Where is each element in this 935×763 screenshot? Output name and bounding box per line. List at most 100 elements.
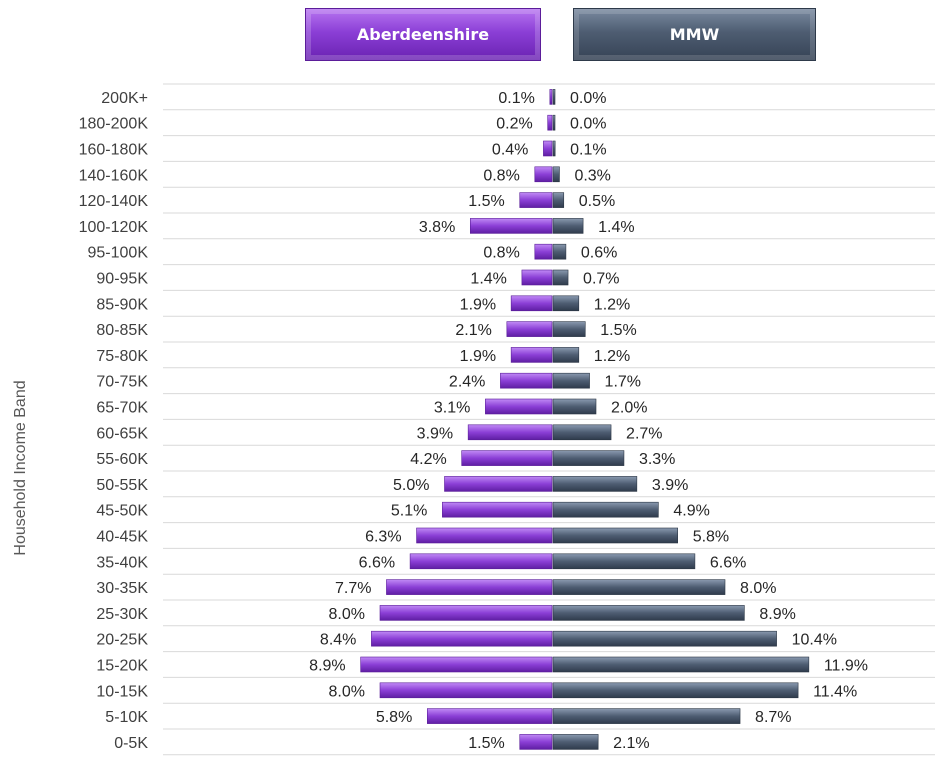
data-label-mmw: 8.9% [759, 606, 795, 623]
legend-aberdeenshire: Aberdeenshire [305, 8, 541, 61]
data-label-aberdeenshire: 5.1% [391, 503, 427, 520]
data-label-aberdeenshire: 1.9% [460, 296, 496, 313]
data-label-aberdeenshire: 5.8% [376, 709, 412, 726]
bar-mmw [552, 708, 741, 724]
bar-mmw [552, 218, 584, 234]
category-label: 5-10K [105, 709, 148, 726]
bar-mmw [552, 140, 556, 157]
data-label-mmw: 3.9% [652, 477, 688, 494]
category-label: 95-100K [88, 245, 149, 262]
bar-mmw [552, 269, 569, 286]
bar-mmw [552, 682, 799, 699]
data-label-mmw: 0.0% [570, 116, 606, 133]
bar-aberdeenshire [442, 501, 553, 518]
bar-aberdeenshire [444, 476, 553, 492]
category-label: 15-20K [96, 658, 148, 675]
data-label-aberdeenshire: 2.4% [449, 374, 485, 391]
data-label-mmw: 4.9% [673, 503, 709, 520]
category-label: 20-25K [96, 632, 148, 649]
bar-mmw [552, 89, 556, 105]
data-label-mmw: 0.5% [579, 193, 615, 210]
data-label-mmw: 1.4% [598, 219, 634, 236]
category-label: 200K+ [101, 90, 148, 107]
data-label-mmw: 0.3% [574, 167, 610, 184]
data-label-mmw: 3.3% [639, 451, 675, 468]
data-label-mmw: 0.1% [570, 142, 606, 159]
bar-mmw [552, 527, 678, 544]
data-label-mmw: 8.7% [755, 709, 791, 726]
data-label-aberdeenshire: 3.1% [434, 400, 470, 417]
bar-aberdeenshire [379, 605, 553, 621]
data-label-mmw: 11.9% [824, 658, 868, 675]
category-label: 90-95K [96, 271, 148, 288]
data-label-aberdeenshire: 7.7% [335, 580, 371, 597]
bar-aberdeenshire [534, 243, 553, 260]
bar-aberdeenshire [467, 424, 553, 441]
data-label-mmw: 2.7% [626, 425, 662, 442]
data-label-mmw: 1.2% [594, 348, 630, 365]
bar-aberdeenshire [519, 734, 553, 750]
data-label-aberdeenshire: 8.0% [329, 683, 365, 700]
bar-aberdeenshire [521, 269, 553, 286]
category-label: 120-140K [79, 193, 149, 210]
data-label-aberdeenshire: 1.5% [468, 193, 504, 210]
data-label-mmw: 0.7% [583, 271, 619, 288]
bar-aberdeenshire [360, 656, 553, 673]
data-label-mmw: 0.0% [570, 90, 606, 107]
bar-aberdeenshire [500, 372, 553, 389]
data-label-aberdeenshire: 8.9% [309, 658, 345, 675]
bar-mmw [552, 424, 612, 441]
bar-mmw [552, 347, 580, 363]
bar-aberdeenshire [416, 527, 553, 544]
bar-aberdeenshire [371, 630, 553, 647]
data-label-aberdeenshire: 2.1% [455, 322, 491, 339]
data-label-aberdeenshire: 1.4% [470, 271, 506, 288]
bar-aberdeenshire [379, 682, 553, 699]
bar-mmw [552, 656, 810, 673]
data-label-mmw: 8.0% [740, 580, 776, 597]
category-label: 10-15K [96, 683, 148, 700]
category-label: 30-35K [96, 580, 148, 597]
bar-aberdeenshire [461, 450, 553, 466]
data-label-mmw: 6.6% [710, 554, 746, 571]
category-label: 45-50K [96, 503, 148, 520]
category-label: 60-65K [96, 425, 148, 442]
bar-aberdeenshire [426, 708, 553, 724]
bar-mmw [552, 243, 567, 260]
bar-mmw [552, 476, 638, 492]
bar-aberdeenshire [485, 398, 553, 415]
bar-mmw [552, 372, 590, 389]
data-label-aberdeenshire: 6.3% [365, 529, 401, 546]
legend-mmw: MMW [573, 8, 816, 61]
data-label-mmw: 1.7% [605, 374, 641, 391]
bar-aberdeenshire [409, 553, 553, 570]
bar-mmw [552, 321, 586, 337]
category-label: 180-200K [79, 116, 149, 133]
bar-aberdeenshire [547, 114, 553, 131]
category-label: 55-60K [96, 451, 148, 468]
bar-aberdeenshire [549, 89, 553, 105]
category-label: 85-90K [96, 296, 148, 313]
category-label: 65-70K [96, 400, 148, 417]
bar-mmw [552, 734, 599, 750]
bar-mmw [552, 295, 580, 312]
bar-mmw [552, 553, 696, 570]
category-label: 40-45K [96, 529, 148, 546]
category-label: 0-5K [114, 735, 148, 752]
bar-mmw [552, 166, 560, 183]
data-label-aberdeenshire: 8.0% [329, 606, 365, 623]
bar-mmw [552, 605, 745, 621]
data-label-aberdeenshire: 1.5% [468, 735, 504, 752]
bar-aberdeenshire [543, 140, 553, 157]
data-label-aberdeenshire: 8.4% [320, 632, 356, 649]
bar-mmw [552, 501, 659, 518]
data-label-mmw: 2.1% [613, 735, 649, 752]
bar-aberdeenshire [519, 192, 553, 208]
bar-mmw [552, 450, 625, 466]
data-label-aberdeenshire: 6.6% [359, 554, 395, 571]
category-label: 25-30K [96, 606, 148, 623]
category-label: 75-80K [96, 348, 148, 365]
data-label-mmw: 1.5% [600, 322, 636, 339]
category-label: 35-40K [96, 554, 148, 571]
